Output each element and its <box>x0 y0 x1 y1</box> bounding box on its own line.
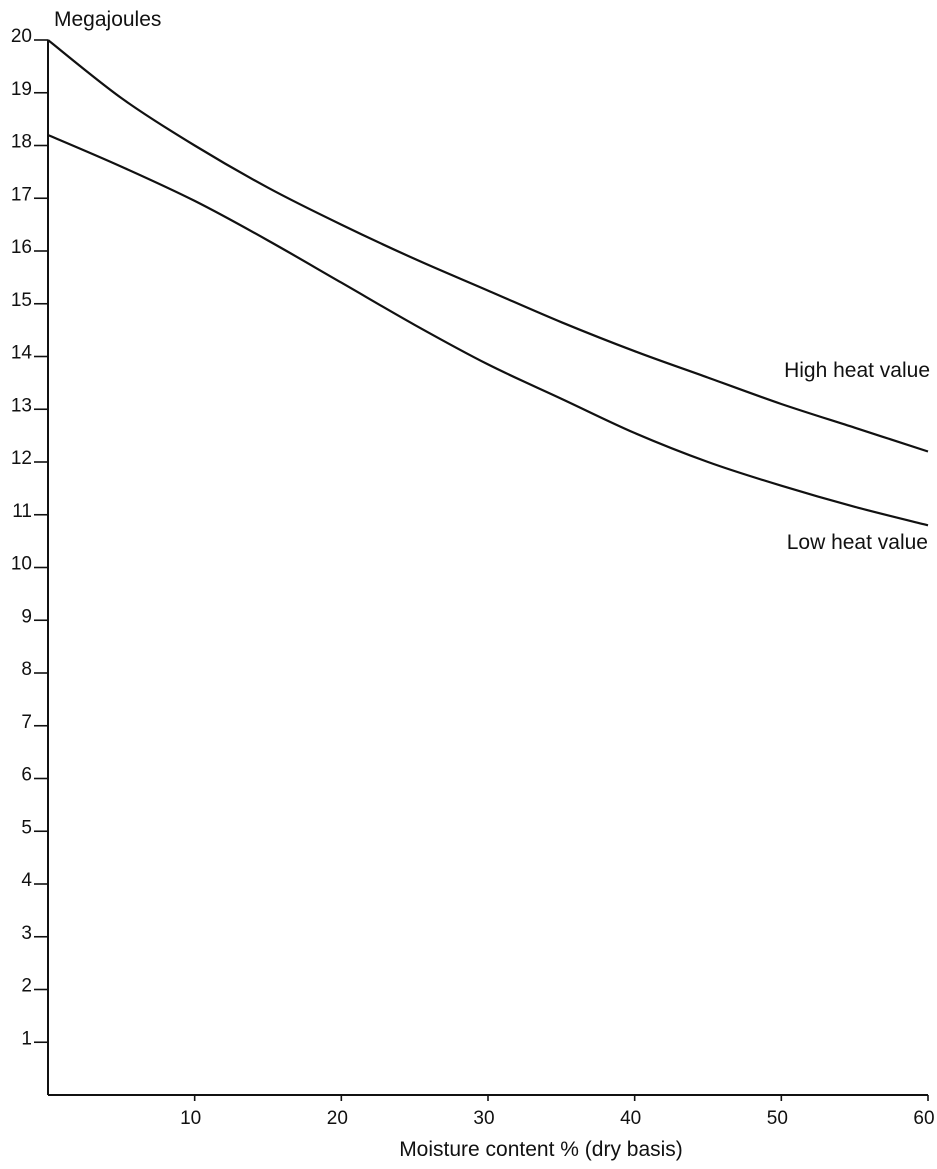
y-tick-label: 18 <box>11 132 32 153</box>
y-tick-label: 17 <box>11 184 32 205</box>
y-tick-label: 3 <box>21 923 32 944</box>
x-tick-label: 60 <box>913 1108 934 1129</box>
axes <box>48 40 928 1095</box>
y-tick-label: 7 <box>21 712 32 733</box>
x-axis-title: Moisture content % (dry basis) <box>399 1138 683 1161</box>
y-axis-title: Megajoules <box>54 8 161 31</box>
y-tick-label: 12 <box>11 448 32 469</box>
y-tick-label: 11 <box>12 501 32 522</box>
series-lines <box>48 40 928 525</box>
y-tick-label: 19 <box>11 79 32 100</box>
x-axis-ticks: 10 20 30 40 50 60 <box>180 1095 934 1129</box>
x-tick-label: 20 <box>327 1108 348 1129</box>
y-tick-label: 20 <box>11 26 32 47</box>
y-tick-label: 13 <box>11 395 32 416</box>
y-tick-label: 4 <box>21 870 32 891</box>
x-tick-label: 50 <box>767 1108 788 1129</box>
y-tick-label: 5 <box>21 817 32 838</box>
y-tick-label: 15 <box>11 290 32 311</box>
x-tick-label: 10 <box>180 1108 201 1129</box>
y-tick-label: 10 <box>11 554 32 575</box>
y-tick-label: 6 <box>21 765 32 786</box>
y-tick-label: 14 <box>11 343 33 364</box>
y-tick-label: 8 <box>21 659 32 680</box>
low-heat-value-line <box>48 135 928 525</box>
y-tick-label: 2 <box>21 976 32 997</box>
x-tick-label: 30 <box>473 1108 494 1129</box>
y-tick-label: 9 <box>21 606 32 627</box>
x-tick-label: 40 <box>620 1108 641 1129</box>
y-tick-label: 1 <box>21 1028 32 1049</box>
y-tick-label: 16 <box>11 237 32 258</box>
high-heat-value-line <box>48 40 928 452</box>
series-label-low-heat-value: Low heat value <box>787 531 928 554</box>
series-label-high-heat-value: High heat value <box>784 359 930 382</box>
